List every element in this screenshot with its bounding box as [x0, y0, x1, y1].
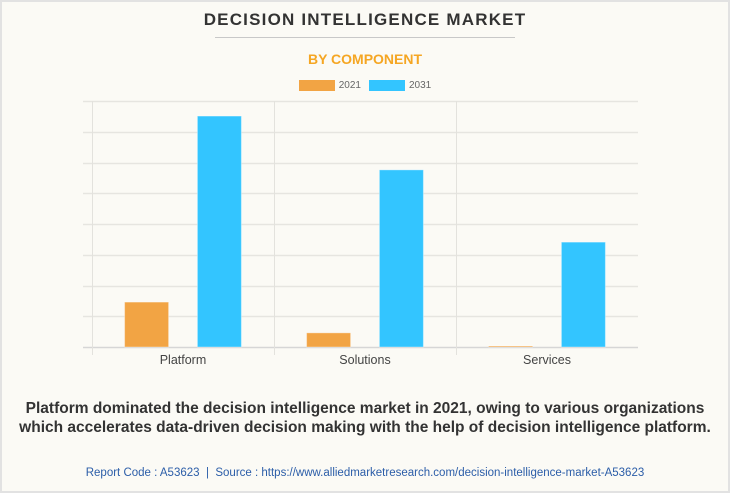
legend-swatch-2031 [369, 80, 405, 91]
title-divider [215, 37, 515, 38]
legend: 2021 2031 [0, 80, 730, 91]
bar-services-2031 [560, 241, 606, 348]
bar-platform-2021 [124, 301, 170, 348]
legend-swatch-2021 [298, 80, 335, 91]
x-tick-label: Services [523, 353, 571, 367]
report-code: Report Code : A53623 [85, 467, 200, 479]
bar-solutions-2021 [306, 332, 352, 348]
source-separator: | [205, 467, 209, 479]
bar-chart: Platform Solutions Services [83, 100, 638, 367]
source-line: Report Code : A53623 | Source : https://… [0, 467, 730, 479]
x-tick-label: Solutions [339, 353, 390, 367]
bar-services-2021 [488, 345, 534, 348]
chart-title: DECISION INTELLIGENCE MARKET [203, 10, 527, 29]
legend-label-2031: 2031 [409, 80, 432, 91]
chart-caption: Platform dominated the decision intellig… [19, 400, 711, 436]
legend-label-2021: 2021 [338, 80, 361, 91]
legend-item-2031[interactable]: 2031 [369, 80, 431, 91]
bar-platform-2031 [196, 115, 242, 348]
bar-solutions-2031 [378, 169, 424, 348]
chart-subtitle: BY COMPONENT [307, 51, 423, 67]
source-link[interactable]: Source : https://www.alliedmarketresearc… [215, 467, 645, 479]
x-tick-label: Platform [160, 353, 207, 367]
legend-item-2021[interactable]: 2021 [298, 80, 361, 91]
